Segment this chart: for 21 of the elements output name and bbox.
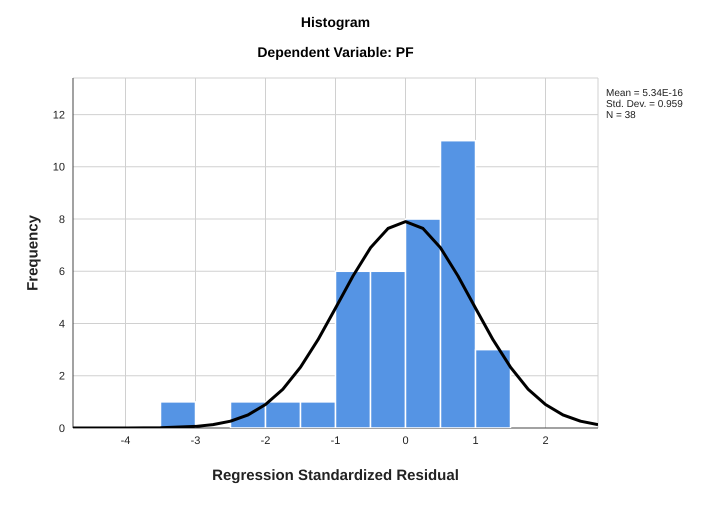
x-tick-label: -3 — [190, 434, 200, 447]
chart-subtitle: Dependent Variable: PF — [256, 44, 415, 60]
x-tick-label: 0 — [402, 434, 409, 447]
y-tick-label: 12 — [52, 109, 65, 122]
x-tick-label: -1 — [330, 434, 340, 447]
x-tick-label: -2 — [260, 434, 270, 447]
y-tick-label: 4 — [58, 318, 65, 330]
text: N = 38 — [606, 110, 637, 121]
x-tick-label: 1 — [472, 434, 479, 447]
y-tick-label: 10 — [52, 162, 65, 174]
text: Std. Dev. = 0.959 — [606, 99, 683, 110]
text: Mean = 5.34E-16 — [606, 88, 683, 99]
y-tick-label: 8 — [58, 214, 65, 226]
x-tick-label: -4 — [120, 434, 130, 447]
chart-title: Histogram — [300, 14, 372, 30]
y-axis-title: Frequency — [24, 214, 42, 291]
y-tick-label: 6 — [58, 266, 65, 278]
x-tick-label: 2 — [542, 434, 549, 447]
x-axis-title: Regression Standardized Residual — [212, 467, 459, 484]
y-tick-label: 0 — [58, 422, 65, 435]
y-tick-label: 2 — [58, 370, 65, 383]
